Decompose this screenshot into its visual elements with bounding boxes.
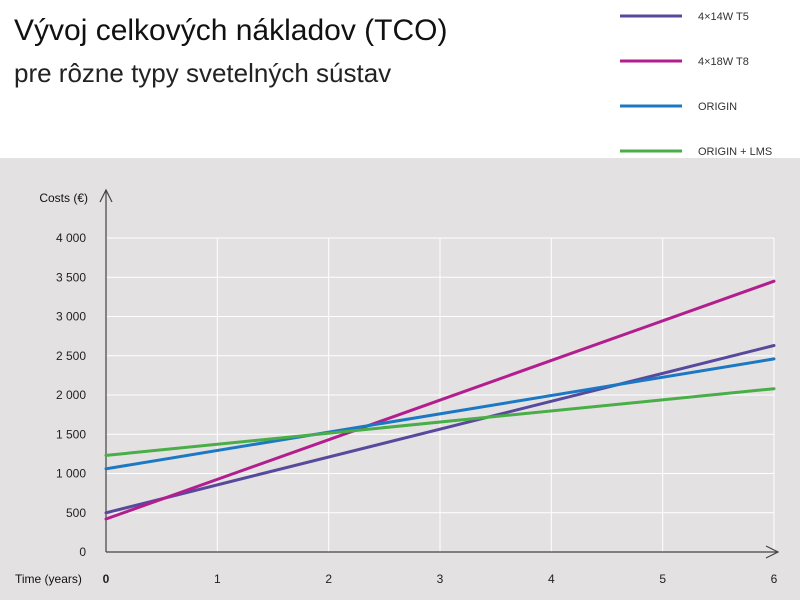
y-tick-label: 4 000 xyxy=(56,231,86,245)
series-line-4 xyxy=(104,387,776,457)
chart-subtitle: pre rôzne typy svetelných sústav xyxy=(14,58,392,88)
legend-label: 4×18W T8 xyxy=(698,56,749,68)
y-tick-label: 500 xyxy=(66,506,86,520)
legend: 4×14W T5 4×18W T8 ORIGIN ORIGIN + LMS xyxy=(620,11,772,158)
y-tick-label: 3 500 xyxy=(56,270,86,284)
x-tick-label: 5 xyxy=(659,572,666,586)
legend-label: ORIGIN xyxy=(698,101,737,113)
grid-layer xyxy=(106,237,775,552)
x-tick-label: 4 xyxy=(548,572,555,586)
y-axis-label: Costs (€) xyxy=(39,191,88,205)
x-axis-arrow xyxy=(765,545,780,559)
y-tick-label: 2 500 xyxy=(56,349,86,363)
x-axis-label: Time (years) xyxy=(15,572,82,586)
tick-label-layer: 0 500 1 000 1 500 2 000 2 500 3 000 3 500 4 000 0… xyxy=(56,231,778,586)
y-tick-label: 3 000 xyxy=(56,310,86,324)
x-tick-label: 1 xyxy=(214,572,221,586)
y-axis-arrow xyxy=(99,188,113,203)
plot-background xyxy=(0,158,800,600)
series-line-2 xyxy=(104,279,776,521)
y-tick-label: 0 xyxy=(79,545,86,559)
y-tick-label: 2 000 xyxy=(56,388,86,402)
y-tick-label: 1 500 xyxy=(56,427,86,441)
series-layer xyxy=(104,279,776,521)
legend-label: ORIGIN + LMS xyxy=(698,146,772,158)
axis-layer xyxy=(99,188,780,559)
series-line-3 xyxy=(104,357,776,471)
x-tick-label: 2 xyxy=(325,572,332,586)
x-tick-label: 3 xyxy=(437,572,444,586)
legend-label: 4×14W T5 xyxy=(698,11,749,23)
series-line-1 xyxy=(104,344,776,515)
chart-title: Vývoj celkových nákladov (TCO) xyxy=(14,14,448,47)
x-tick-label: 6 xyxy=(771,572,778,586)
x-tick-label: 0 xyxy=(103,572,110,586)
y-tick-label: 1 000 xyxy=(56,467,86,481)
